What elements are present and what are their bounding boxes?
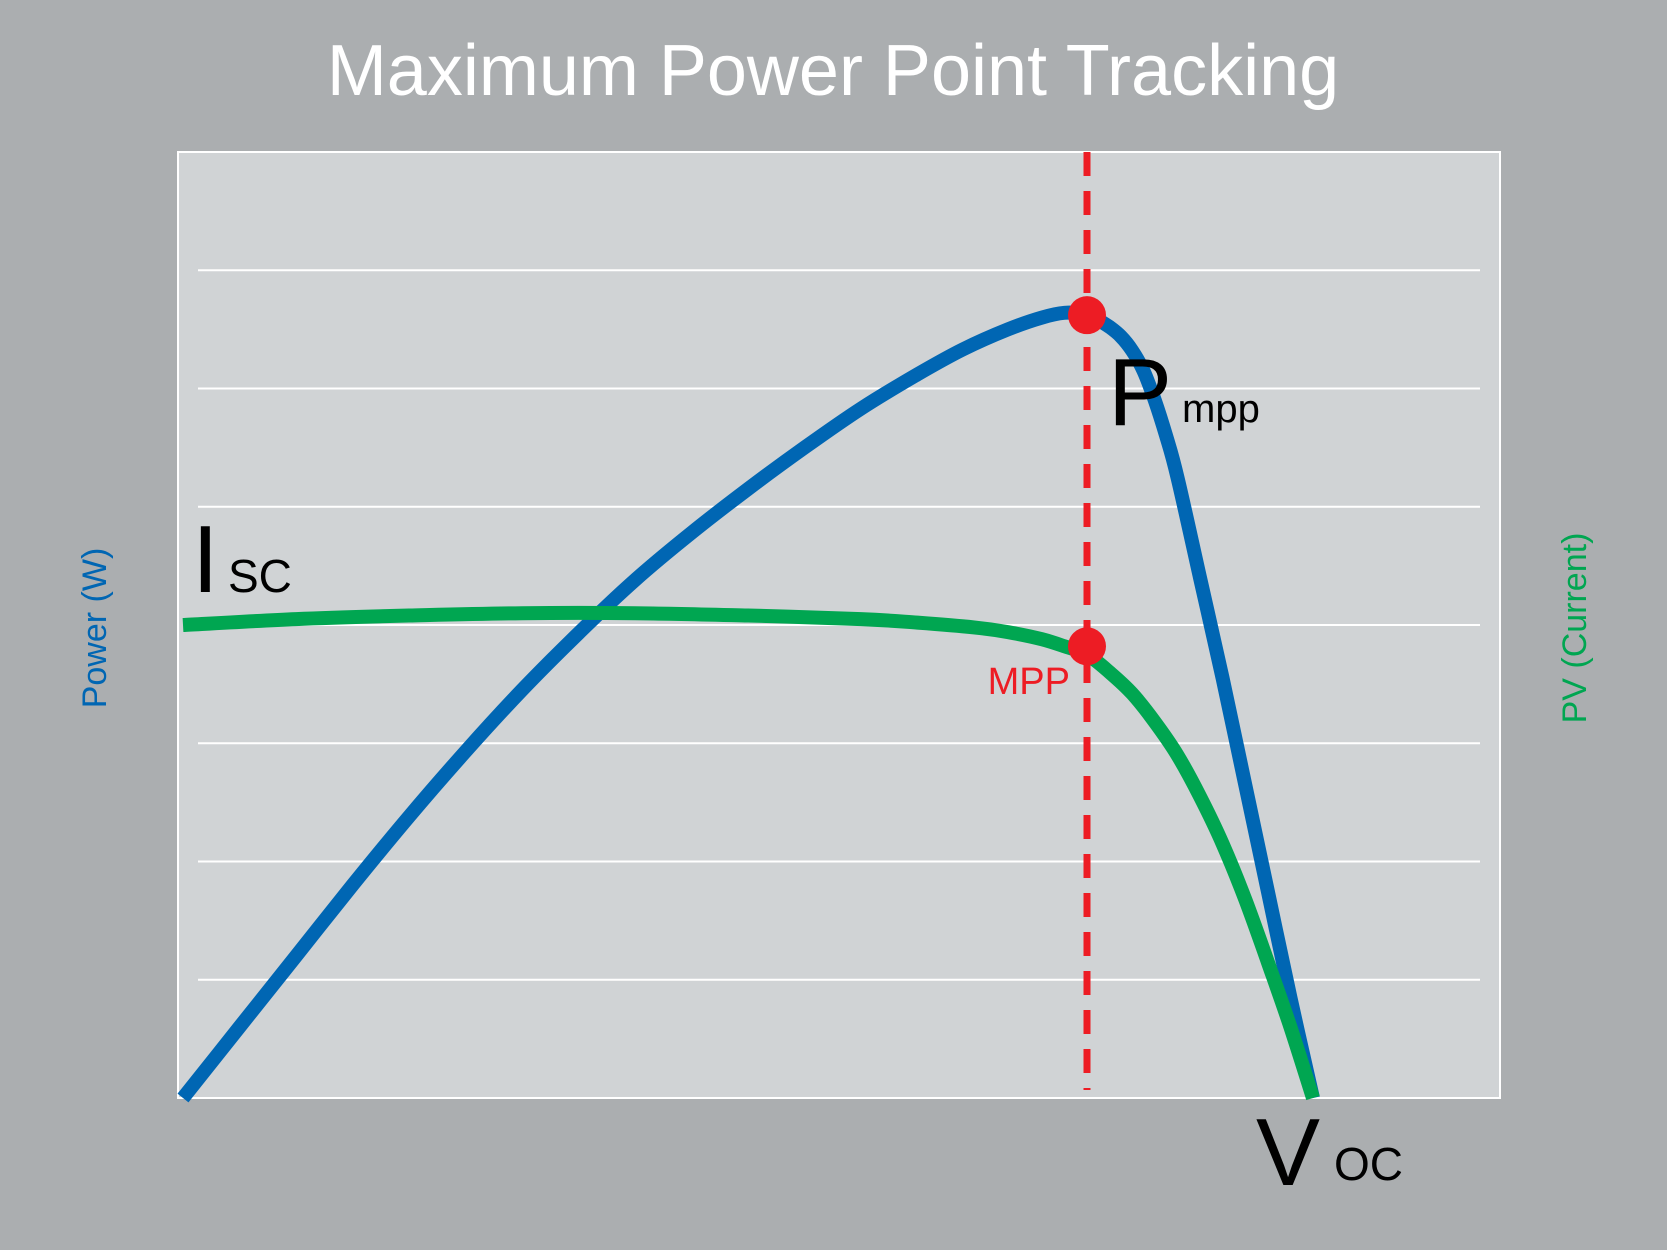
isc-sub-label: SC	[228, 550, 292, 602]
left-axis-label: Power (W)	[76, 548, 114, 709]
voc-sub-label: OC	[1334, 1138, 1403, 1190]
isc-main-label: I	[192, 506, 219, 613]
voc-main-label: V	[1256, 1099, 1320, 1206]
chart-title: Maximum Power Point Tracking	[327, 31, 1339, 111]
mpp-label: MPP	[988, 661, 1070, 703]
pmpp-main-label: P	[1108, 339, 1172, 446]
right-axis-label: PV (Current)	[1556, 533, 1594, 724]
pmpp-sub-label: mpp	[1182, 387, 1260, 431]
mpp-power-point	[1068, 296, 1106, 334]
mpp-current-point	[1068, 627, 1106, 665]
